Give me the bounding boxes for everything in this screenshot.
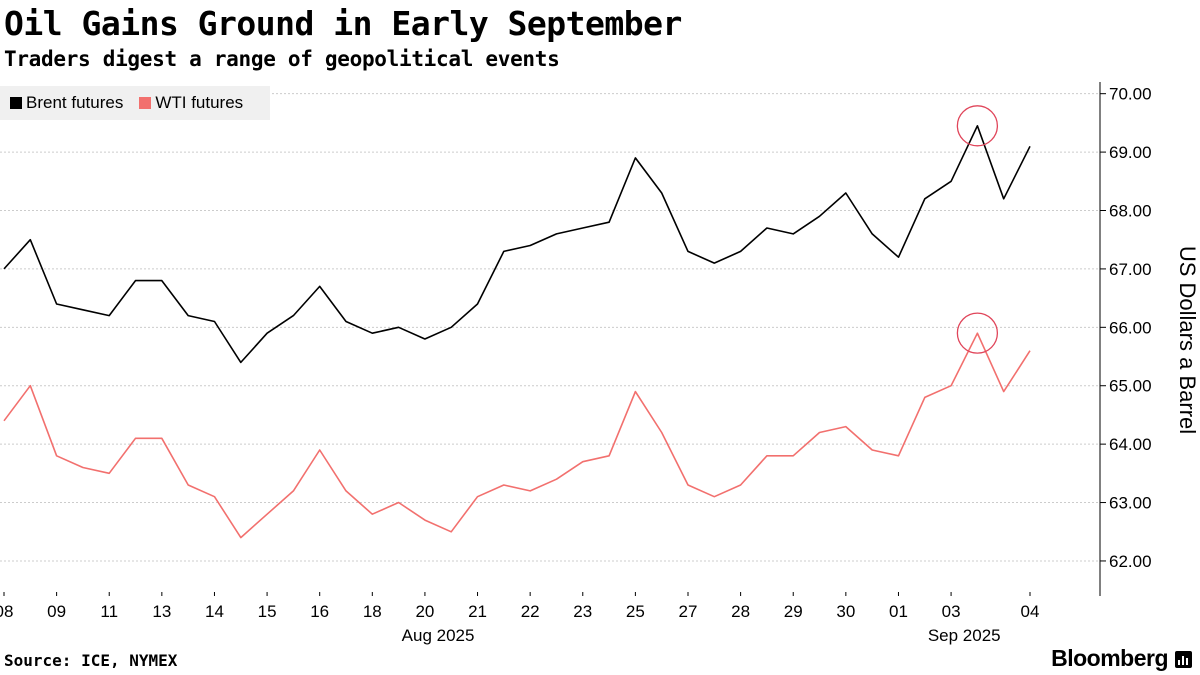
legend: Brent futures WTI futures [0, 86, 270, 120]
wti-futures-line [3, 332, 1031, 539]
x-tick-label: 21 [468, 602, 487, 621]
x-tick-label: 15 [258, 602, 277, 621]
y-axis-label: US Dollars a Barrel [1175, 246, 1200, 434]
x-tick-label: 09 [47, 602, 66, 621]
x-tick-label: 16 [310, 602, 329, 621]
x-tick-label: 11 [100, 602, 118, 621]
legend-swatch-wti [139, 97, 152, 109]
y-tick-label: 64.00 [1109, 435, 1152, 454]
legend-item-wti: WTI futures [139, 93, 243, 113]
x-tick-label: 04 [1021, 602, 1040, 621]
y-tick-label: 66.00 [1109, 318, 1152, 337]
legend-swatch-brent [10, 97, 22, 109]
y-tick-label: 68.00 [1109, 202, 1152, 221]
legend-label-wti: WTI futures [155, 93, 244, 112]
annotations [956, 105, 999, 354]
x-tick-label: 30 [836, 602, 855, 621]
x-tick-label: 23 [573, 602, 592, 621]
chart-title: Oil Gains Ground in Early September [4, 4, 682, 43]
x-group-label-aug: Aug 2025 [402, 626, 475, 645]
x-tick-label: 03 [942, 602, 961, 621]
bloomberg-logo: Bloomberg [1051, 645, 1168, 671]
x-tick-label: 08 [0, 602, 13, 621]
x-tick-label: 13 [152, 602, 171, 621]
bloomberg-terminal-icon [1175, 651, 1192, 668]
x-tick-label: 27 [679, 602, 698, 621]
highlight-circle [956, 312, 999, 354]
x-tick-label: 20 [415, 602, 434, 621]
highlight-circle [956, 105, 999, 147]
x-group-label-sep: Sep 2025 [928, 626, 1001, 645]
gridlines [0, 93, 1100, 562]
x-tick-label: 18 [363, 602, 382, 621]
legend-label-brent: Brent futures [26, 93, 124, 112]
x-tick-label: 22 [521, 602, 540, 621]
x-axis: 08 09 11 13 14 15 16 18 20 21 22 23 25 27 28 29 30 01 03 04… [0, 592, 1039, 645]
y-tick-label: 70.00 [1109, 85, 1152, 104]
y-tick-label: 65.00 [1109, 377, 1152, 396]
chart-subtitle: Traders digest a range of geopolitical e… [4, 47, 560, 71]
legend-item-brent: Brent futures [10, 93, 123, 113]
y-tick-label: 62.00 [1109, 552, 1152, 571]
y-tick-label: 69.00 [1109, 143, 1152, 162]
x-tick-label: 29 [784, 602, 803, 621]
source-note: Source: ICE, NYMEX [4, 651, 178, 670]
series-lines [3, 125, 1031, 539]
y-axis: 62.00 63.00 64.00 65.00 66.00 67.00 68.00 69.00… [1099, 82, 1152, 596]
y-tick-label: 67.00 [1109, 260, 1152, 279]
brent-futures-line [3, 125, 1031, 364]
x-tick-label: 14 [205, 602, 224, 621]
y-tick-label: 63.00 [1109, 494, 1152, 513]
x-tick-label: 01 [889, 602, 908, 621]
x-tick-label: 25 [626, 602, 645, 621]
x-tick-label: 28 [731, 602, 750, 621]
